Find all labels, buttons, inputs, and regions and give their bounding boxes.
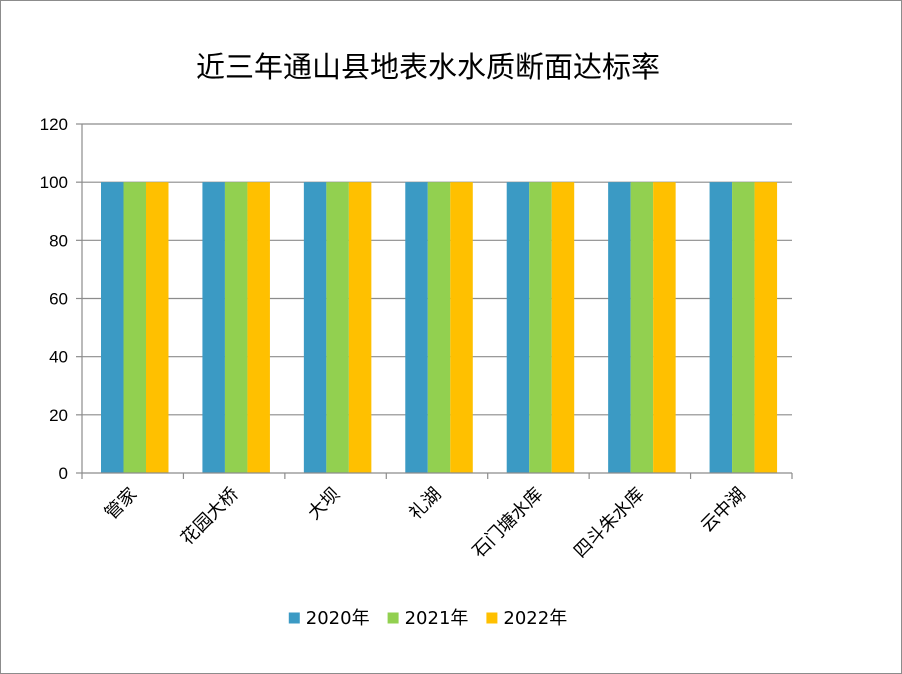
y-tick-label: 120	[40, 115, 68, 134]
legend-marker	[288, 612, 300, 624]
bar	[506, 182, 530, 473]
bar	[326, 182, 349, 473]
bar	[754, 182, 778, 473]
bars	[101, 182, 778, 473]
legend-marker	[387, 612, 399, 624]
x-tick-label: 花园大桥	[177, 484, 243, 550]
legend-item: 2021年	[387, 608, 469, 629]
y-axis-ticks: 0 20 40 60 80 100 120	[40, 115, 68, 483]
legend-marker	[486, 612, 498, 624]
bar	[529, 182, 552, 473]
bar	[247, 182, 270, 473]
bar	[732, 182, 755, 473]
x-tick-label: 礼湖	[405, 484, 445, 524]
y-tick-label: 20	[49, 406, 68, 425]
bar	[551, 182, 575, 473]
x-tick-label: 四斗朱水库	[570, 484, 648, 562]
bar	[348, 182, 372, 473]
bar	[653, 182, 676, 473]
x-tick-label: 管家	[101, 484, 141, 524]
bar	[427, 182, 451, 473]
x-tick-label: 大坝	[304, 484, 344, 524]
x-tick-label: 云中湖	[697, 484, 750, 537]
y-tick-label: 100	[40, 173, 68, 192]
legend-item: 2022年	[486, 608, 567, 629]
legend-label: 2021年	[405, 608, 469, 629]
bar	[608, 182, 631, 473]
bar	[405, 182, 428, 473]
bar	[123, 182, 146, 473]
bar	[303, 182, 327, 473]
bar	[101, 182, 124, 473]
x-tick-label: 石门塘水库	[468, 484, 546, 562]
bar	[146, 182, 169, 473]
legend: 2020年 2021年 2022年	[288, 608, 567, 629]
y-tick-label: 60	[49, 290, 68, 309]
legend-item: 2020年	[288, 608, 370, 629]
axes	[76, 123, 793, 479]
bar	[450, 182, 473, 473]
x-axis-ticks: 管家 花园大桥 大坝 礼湖 石门塘水库 四斗朱水库 云中湖	[101, 484, 750, 562]
chart-title: 近三年通山县地表水水质断面达标率	[196, 50, 660, 84]
legend-label: 2020年	[306, 608, 370, 629]
legend-label: 2022年	[503, 608, 567, 629]
bar	[709, 182, 733, 473]
bar	[202, 182, 225, 473]
y-tick-label: 80	[49, 231, 68, 250]
y-tick-label: 0	[59, 464, 68, 483]
bar	[630, 182, 654, 473]
bar	[224, 182, 248, 473]
y-tick-label: 40	[49, 348, 68, 367]
